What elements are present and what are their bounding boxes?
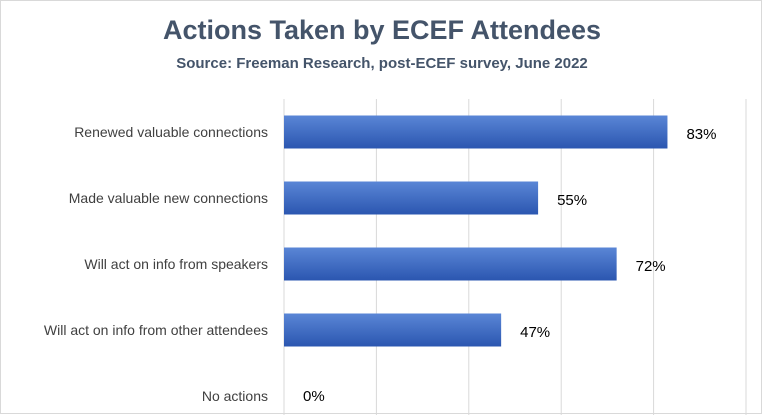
data-label: 83%	[686, 126, 716, 143]
category-label: Will act on info from other attendees	[44, 322, 268, 338]
data-label: 0%	[303, 388, 325, 405]
data-label: 47%	[520, 324, 550, 341]
data-label: 72%	[636, 258, 666, 275]
category-label: Made valuable new connections	[69, 190, 268, 206]
category-label: Renewed valuable connections	[74, 124, 268, 140]
bar	[284, 115, 668, 149]
category-label: No actions	[202, 388, 268, 404]
category-label: Will act on info from speakers	[84, 256, 268, 272]
bar	[284, 247, 617, 281]
bar	[284, 313, 502, 347]
bar	[284, 181, 539, 215]
data-label: 55%	[557, 192, 587, 209]
chart-subtitle: Source: Freeman Research, post-ECEF surv…	[176, 55, 588, 72]
chart-title: Actions Taken by ECEF Attendees	[162, 15, 602, 45]
